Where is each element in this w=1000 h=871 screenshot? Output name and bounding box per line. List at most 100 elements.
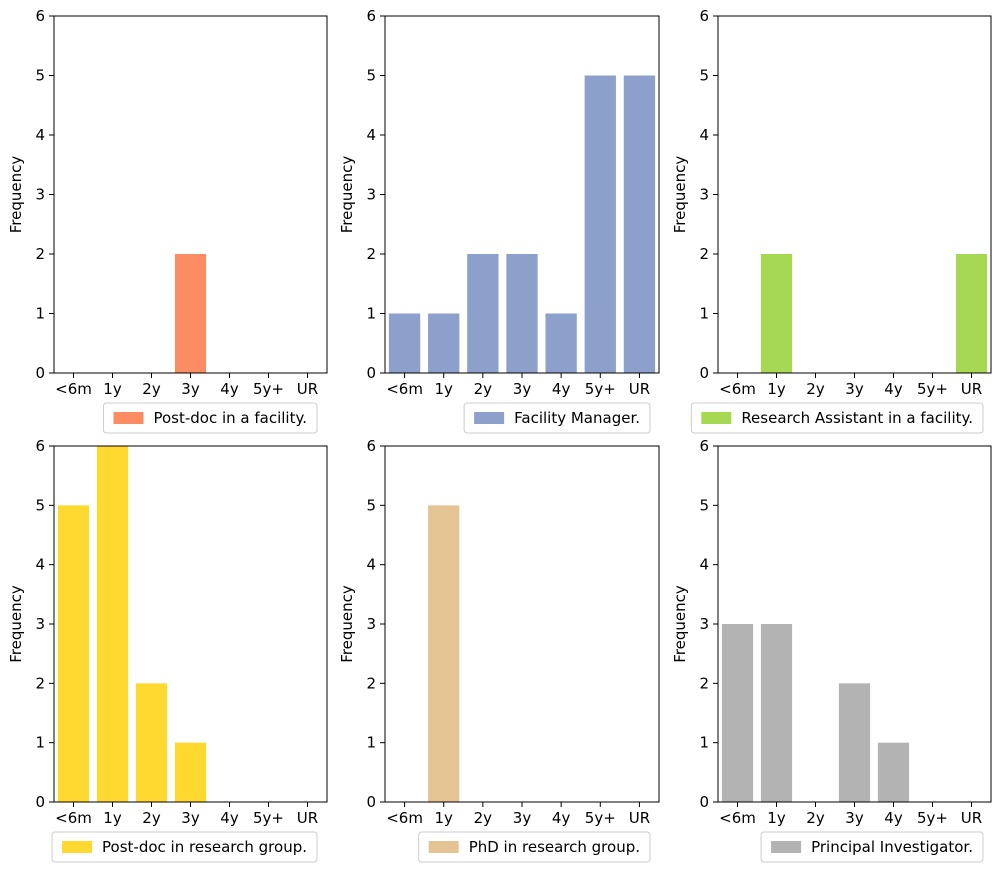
y-tick-label: 6: [699, 437, 709, 455]
bar: [96, 446, 129, 802]
bar: [584, 75, 616, 373]
x-tick-label: 1y: [103, 380, 122, 398]
x-tick-label: 1y: [767, 809, 786, 827]
y-tick-label: 5: [699, 496, 709, 514]
chart-panel: 0 1 2 3 4 5 6 <6m 1y 2y 3y 4y 5y+ UR Frequency PhD in r…: [338, 437, 660, 863]
bar: [135, 683, 168, 802]
x-tick-label: 4y: [220, 809, 239, 827]
chart-panel: 0 1 2 3 4 5 6 <6m 1y 2y 3y 4y 5y+ UR Frequency Research…: [671, 7, 992, 434]
y-tick-label: 5: [35, 496, 45, 514]
x-tick-label: 1y: [435, 380, 454, 398]
bar: [838, 683, 871, 802]
y-tick-label: 0: [366, 364, 376, 382]
y-tick-label: 1: [366, 305, 376, 323]
legend-swatch: [113, 412, 144, 424]
y-tick-label: 0: [699, 793, 709, 811]
y-tick-label: 2: [366, 245, 376, 263]
x-tick-label: 2y: [806, 380, 825, 398]
legend-swatch: [771, 841, 802, 853]
y-tick-label: 6: [699, 7, 709, 25]
x-tick-label: 4y: [552, 380, 571, 398]
x-tick-label: 2y: [806, 809, 825, 827]
x-tick-label: <6m: [386, 809, 423, 827]
bar: [467, 254, 499, 373]
bar: [877, 742, 910, 802]
y-tick-label: 1: [35, 734, 45, 752]
y-tick-label: 2: [699, 245, 709, 263]
bar: [623, 75, 656, 373]
legend-box: [760, 831, 984, 863]
chart-panel: 0 1 2 3 4 5 6 <6m 1y 2y 3y 4y 5y+ UR Frequency Principa…: [671, 437, 992, 863]
x-tick-label: 2y: [474, 809, 493, 827]
x-tick-label: UR: [961, 809, 982, 827]
y-tick-label: 0: [35, 364, 45, 382]
y-tick-label: 0: [366, 793, 376, 811]
legend-label: Post-doc in research group.: [102, 838, 307, 856]
y-tick-label: 2: [699, 674, 709, 692]
y-tick-label: 5: [366, 67, 376, 85]
bar: [428, 313, 460, 373]
y-tick-label: 4: [366, 126, 376, 144]
x-tick-label: 3y: [845, 809, 864, 827]
legend-box: [463, 402, 651, 434]
y-tick-label: 2: [35, 245, 45, 263]
legend: Principal Investigator.: [760, 831, 984, 863]
legend: Post-doc in a facility.: [102, 402, 318, 434]
x-tick-label: 1y: [435, 809, 454, 827]
y-tick-label: 5: [699, 67, 709, 85]
x-tick-label: UR: [961, 380, 982, 398]
x-tick-label: 5y+: [917, 809, 948, 827]
chart-panel: 0 1 2 3 4 5 6 <6m 1y 2y 3y 4y 5y+ UR Frequency Post-doc…: [7, 7, 328, 434]
legend-label: Research Assistant in a facility.: [741, 409, 973, 427]
x-tick-label: UR: [297, 380, 318, 398]
legend: Post-doc in research group.: [51, 831, 318, 863]
y-tick-label: 1: [366, 734, 376, 752]
legend-box: [51, 831, 318, 863]
legend: PhD in research group.: [418, 831, 651, 863]
y-tick-label: 6: [35, 7, 45, 25]
x-tick-label: 1y: [103, 809, 122, 827]
x-tick-label: 5y+: [253, 380, 284, 398]
legend-label: Principal Investigator.: [811, 838, 973, 856]
x-tick-label: 1y: [767, 380, 786, 398]
x-tick-label: 2y: [142, 809, 161, 827]
bar: [428, 505, 460, 802]
y-tick-label: 4: [699, 126, 709, 144]
bar: [760, 624, 793, 802]
y-tick-label: 6: [35, 437, 45, 455]
y-tick-label: 2: [366, 674, 376, 692]
y-axis-label: Frequency: [338, 585, 356, 663]
axes-frame: [717, 15, 992, 374]
bar: [174, 742, 207, 802]
x-tick-label: 4y: [884, 809, 903, 827]
x-tick-label: <6m: [719, 809, 756, 827]
bar: [388, 313, 421, 373]
x-tick-label: <6m: [386, 380, 423, 398]
x-tick-label: 3y: [181, 380, 200, 398]
legend-box: [690, 402, 984, 434]
x-tick-label: 5y+: [585, 380, 616, 398]
y-tick-label: 4: [699, 556, 709, 574]
x-tick-label: 2y: [142, 380, 161, 398]
y-tick-label: 3: [35, 615, 45, 633]
y-tick-label: 0: [35, 793, 45, 811]
x-tick-label: 3y: [181, 809, 200, 827]
y-tick-label: 6: [366, 7, 376, 25]
y-tick-label: 3: [699, 186, 709, 204]
x-tick-label: 2y: [474, 380, 493, 398]
x-tick-label: UR: [629, 380, 650, 398]
y-axis-label: Frequency: [7, 156, 25, 234]
y-tick-label: 0: [699, 364, 709, 382]
legend-box: [102, 402, 318, 434]
y-tick-label: 5: [366, 496, 376, 514]
y-tick-label: 6: [366, 437, 376, 455]
legend-swatch: [428, 841, 459, 853]
x-tick-label: <6m: [55, 809, 92, 827]
bar: [174, 254, 207, 373]
legend-swatch: [474, 412, 505, 424]
y-tick-label: 1: [699, 305, 709, 323]
x-tick-label: 5y+: [585, 809, 616, 827]
bar: [545, 313, 577, 373]
y-tick-label: 1: [35, 305, 45, 323]
x-tick-label: 4y: [552, 809, 571, 827]
